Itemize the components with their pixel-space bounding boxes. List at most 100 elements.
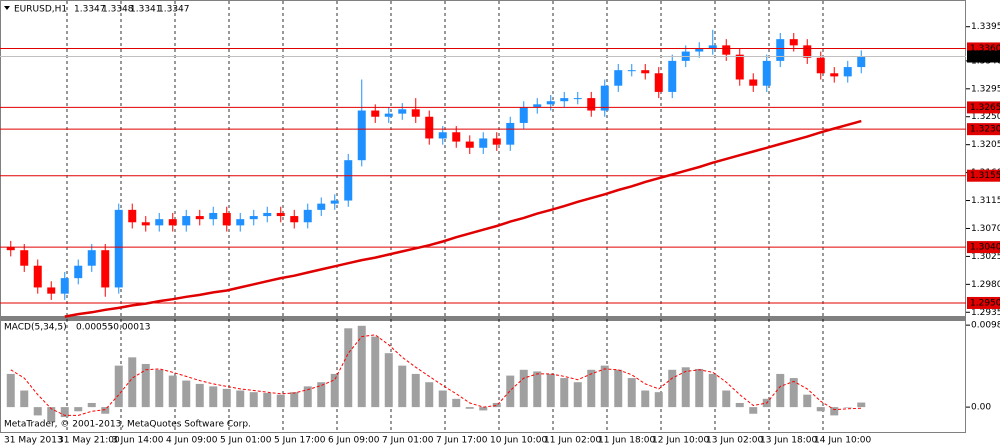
candle-body (101, 250, 110, 288)
macd-bar (195, 383, 204, 408)
macd-bar (708, 373, 717, 408)
candle-body (249, 216, 258, 220)
candle-body (560, 98, 569, 102)
x-tick-label: 12 Jun 10:00 (652, 436, 709, 446)
quote-high: 1.3348 (102, 5, 134, 15)
macd-bar (74, 407, 83, 412)
x-tick-label: 5 Jun 01:00 (220, 436, 272, 446)
candle-body (6, 247, 15, 251)
candle-body (506, 122, 515, 145)
candle-body (843, 67, 852, 77)
candle-body (182, 216, 191, 226)
x-tick-label: 13 Jun 18:00 (760, 436, 817, 446)
candle-body (776, 39, 785, 61)
candle-body (600, 85, 609, 111)
macd-bar (479, 407, 488, 411)
signal-value: -0.00013 (110, 323, 150, 333)
y-tick-label: 0.00 (971, 403, 991, 413)
y-tick-label: 1.2935 (971, 308, 1000, 318)
macd-bar (452, 398, 461, 408)
x-tick-label: 3 Jun 14:00 (112, 436, 164, 446)
quote-close: 1.3347 (158, 5, 190, 15)
macd-bar (438, 390, 447, 408)
level-tag (967, 296, 1000, 309)
macd-bar (371, 336, 380, 408)
candle-body (60, 278, 69, 294)
candle-body (209, 212, 218, 220)
macd-bar (627, 378, 636, 408)
level-label: 1.3230 (970, 125, 1000, 135)
macd-bar (614, 369, 623, 408)
candle-body (74, 265, 83, 279)
level-tag (967, 101, 1000, 114)
symbol-title: EURUSD,H1 (14, 5, 67, 15)
macd-bar (803, 394, 812, 408)
candle-body (857, 56, 866, 68)
y-tick-label: 1.3295 (971, 84, 1000, 94)
x-tick-label: 13 Jun 02:00 (706, 436, 763, 446)
quote-open: 1.3347 (74, 5, 106, 15)
candle-body (479, 138, 488, 148)
x-tick-label: 6 Jun 09:00 (328, 436, 380, 446)
candle-body (141, 222, 150, 226)
macd-bar (654, 392, 663, 408)
candle-body (371, 110, 380, 117)
macd-bar (317, 382, 326, 408)
y-tick-label: 1.2980 (971, 280, 1000, 290)
y-tick-label: 1.3070 (971, 224, 1000, 234)
macd-bar (587, 369, 596, 408)
y-tick-label: 1.3205 (971, 140, 1000, 150)
candle-body (519, 107, 528, 123)
candle-body (573, 98, 582, 100)
candle-body (668, 60, 677, 92)
macd-bar (749, 407, 758, 414)
macd-bar (857, 402, 866, 408)
candle-body (816, 57, 825, 74)
current-price-tag (967, 50, 1000, 63)
y-tick-label: 1.3395 (971, 22, 1000, 32)
macd-bar (560, 378, 569, 408)
macd-bar (641, 390, 650, 408)
candle-body (654, 73, 663, 92)
candle-body (236, 219, 245, 226)
macd-bar (357, 325, 366, 408)
macd-bar (33, 407, 42, 416)
macd-bar (290, 392, 299, 408)
candle-body (20, 250, 29, 266)
macd-bar (425, 382, 434, 408)
x-tick-label: 11 Jun 18:00 (598, 436, 655, 446)
macd-bar (695, 368, 704, 408)
menu-arrow[interactable] (4, 6, 10, 10)
macd-bar (411, 373, 420, 408)
macd-bar (128, 357, 137, 408)
macd-bar (776, 373, 785, 408)
macd-bar (830, 407, 839, 416)
macd-bar (101, 407, 110, 414)
macd-bar (6, 373, 15, 408)
macd-bar (573, 382, 582, 408)
macd-bar (816, 407, 825, 412)
candle-body (357, 110, 366, 161)
candle-body (762, 60, 771, 86)
current-price-label: 1.3347 (970, 52, 1000, 62)
macd-bar (668, 369, 677, 408)
candle-body (317, 203, 326, 210)
candle-body (789, 39, 798, 46)
candle-body (330, 200, 339, 204)
macd-bar (735, 402, 744, 408)
candle-body (263, 212, 272, 217)
candle-body (722, 45, 731, 55)
candle-body (546, 101, 555, 105)
x-tick-label: 31 May 2013 (4, 436, 63, 446)
x-tick-label: 14 Jun 10:00 (814, 436, 871, 446)
macd-bar (546, 373, 555, 408)
macd-value: 0.00055 (76, 323, 113, 333)
candle-body (276, 212, 285, 217)
candle-body (128, 209, 137, 223)
macd-bar (843, 407, 852, 408)
macd-bar (600, 365, 609, 408)
macd-bar (182, 380, 191, 408)
candle-body (168, 219, 177, 226)
candle-body (749, 79, 758, 86)
macd-bar (87, 402, 96, 408)
